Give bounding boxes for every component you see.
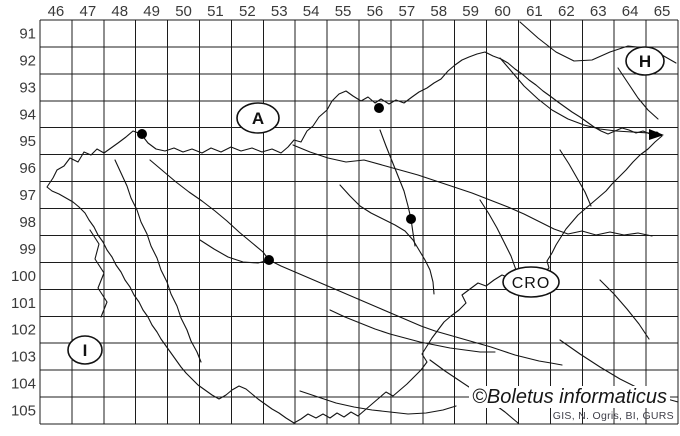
country-label-italy: I: [67, 335, 103, 365]
col-label: 46: [48, 3, 65, 20]
river-mura: [499, 57, 651, 134]
grid-lines: [39, 19, 679, 425]
row-label: 100: [11, 268, 36, 285]
row-label: 91: [19, 25, 36, 42]
river-sotla: [479, 199, 517, 271]
river-italy-west: [89, 229, 108, 318]
country-text: I: [83, 341, 88, 360]
river-tributary-ne: [379, 129, 416, 247]
axis-labels: 46 47 48 49 50 51 52 53 54 55 56 57 58 59 60 61 62 63 64 65…: [11, 3, 670, 420]
col-label: 64: [622, 3, 639, 20]
river-krka: [329, 309, 496, 353]
col-label: 53: [271, 3, 288, 20]
col-label: 52: [239, 3, 256, 20]
col-label: 56: [367, 3, 384, 20]
row-label: 104: [11, 376, 36, 393]
river-mura-arrow: [649, 129, 664, 140]
occurrence-dot: [264, 255, 274, 265]
occurrence-dot: [374, 103, 384, 113]
col-label: 48: [111, 3, 128, 20]
river-hu-small: [617, 67, 659, 120]
river-scavnica: [559, 149, 592, 207]
row-label: 93: [19, 79, 36, 96]
river-sava: [149, 159, 563, 366]
col-label: 57: [399, 3, 416, 20]
col-label: 54: [303, 3, 320, 20]
country-ellipse: [236, 102, 280, 134]
row-label: 97: [19, 187, 36, 204]
occurrence-dot: [406, 214, 416, 224]
col-label: 59: [462, 3, 479, 20]
col-label: 50: [175, 3, 192, 20]
row-label: 94: [19, 106, 36, 123]
row-label: 105: [11, 403, 36, 420]
country-ellipse: [502, 266, 560, 298]
row-label: 103: [11, 349, 36, 366]
col-label: 47: [80, 3, 97, 20]
row-label: 98: [19, 214, 36, 231]
river-drava: [292, 144, 653, 237]
col-label: 60: [494, 3, 511, 20]
country-label-hungary: H: [625, 46, 665, 76]
country-label-croatia: CRO: [502, 266, 560, 298]
river-ljubljanica: [199, 239, 270, 264]
row-label: 92: [19, 52, 36, 69]
country-text: CRO: [512, 275, 551, 292]
river-savinja: [339, 184, 435, 295]
row-label: 96: [19, 160, 36, 177]
country-text: A: [252, 109, 264, 128]
row-label: 102: [11, 322, 36, 339]
col-label: 55: [335, 3, 352, 20]
row-label: 101: [11, 295, 36, 312]
col-label: 65: [654, 3, 671, 20]
row-label: 95: [19, 133, 36, 150]
river-soca: [114, 159, 202, 363]
credits-text: GIS, N. Ogris, BI, GURS: [552, 410, 674, 422]
country-border: [46, 51, 663, 424]
col-label: 62: [558, 3, 575, 20]
country-label-austria: A: [236, 102, 280, 134]
river-cro-east: [599, 279, 650, 340]
country-labels: A H CRO I: [67, 46, 665, 365]
map-linework: [46, 21, 679, 424]
country-ellipse: [625, 46, 665, 76]
occurrence-dots: [137, 103, 416, 265]
col-label: 61: [526, 3, 543, 20]
col-label: 63: [590, 3, 607, 20]
col-label: 49: [143, 3, 160, 20]
copyright-text: ©Boletus informaticus: [469, 386, 670, 408]
river-kolpa: [299, 390, 457, 415]
col-label: 51: [207, 3, 224, 20]
country-ellipse: [67, 335, 103, 365]
col-label: 58: [430, 3, 447, 20]
occurrence-dot: [137, 129, 147, 139]
country-text: H: [639, 52, 651, 71]
row-label: 99: [19, 241, 36, 258]
